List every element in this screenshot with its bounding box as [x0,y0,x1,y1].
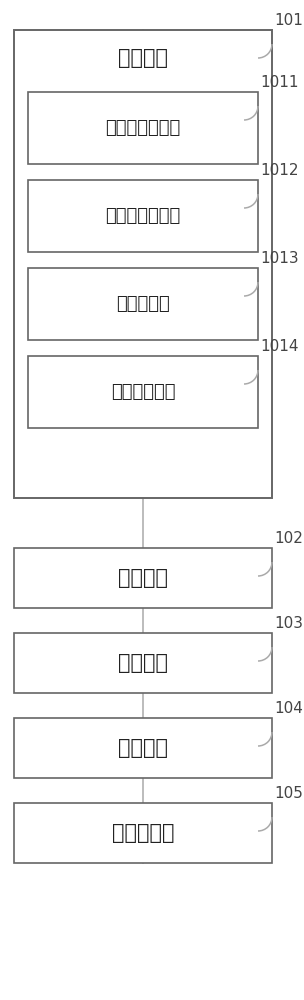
Bar [28,180,258,252]
Text: 通信模块: 通信模块 [118,738,168,758]
Text: 光感子模块: 光感子模块 [116,295,170,313]
Text: 104: 104 [274,701,303,716]
Text: 101: 101 [274,13,303,28]
Bar [28,356,258,428]
Bar [14,803,272,863]
Text: 红外避障子模块: 红外避障子模块 [105,207,181,225]
Text: 1011: 1011 [260,75,299,90]
Text: 1012: 1012 [260,163,299,178]
Text: 巡线模块: 巡线模块 [118,48,168,68]
Text: 红外寻迹子模块: 红外寻迹子模块 [105,119,181,137]
Text: 控制模块: 控制模块 [118,568,168,588]
Bar [14,548,272,608]
Bar [14,30,272,498]
Text: 103: 103 [274,616,303,631]
Text: 102: 102 [274,531,303,546]
Bar [28,92,258,164]
Text: 可扩展模块: 可扩展模块 [112,823,174,843]
Bar [28,268,258,340]
Text: 105: 105 [274,786,303,801]
Bar [14,718,272,778]
Text: 动力模块: 动力模块 [118,653,168,673]
Bar [14,633,272,693]
Text: 1013: 1013 [260,251,299,266]
Text: 1014: 1014 [260,339,299,354]
Text: 光补偿子模块: 光补偿子模块 [111,383,175,401]
